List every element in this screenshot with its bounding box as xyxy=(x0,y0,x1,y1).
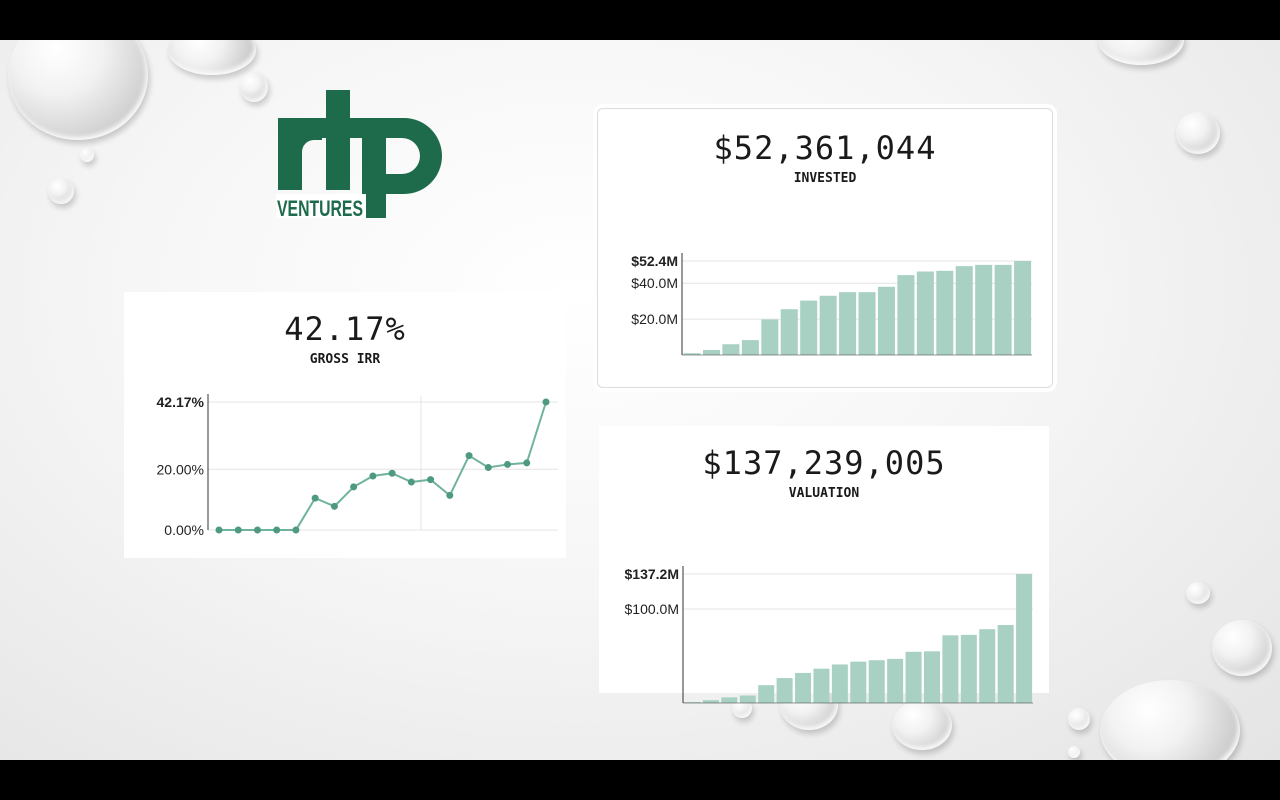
data-point xyxy=(273,526,281,534)
data-point xyxy=(523,459,531,467)
y-tick-label: 42.17% xyxy=(157,394,205,410)
valuation-chart: $100.0M $137.2M xyxy=(625,566,1033,704)
water-drop xyxy=(8,40,148,140)
data-point xyxy=(330,502,338,510)
y-tick-label: 0.00% xyxy=(164,522,204,538)
data-point xyxy=(542,398,550,406)
bar xyxy=(684,702,701,703)
bar xyxy=(997,624,1014,703)
water-drop xyxy=(240,72,268,102)
water-drop xyxy=(48,178,74,204)
bar xyxy=(758,685,775,703)
bar xyxy=(761,319,779,355)
bar xyxy=(739,695,756,703)
irr-series-line xyxy=(219,401,547,531)
bar xyxy=(702,700,719,703)
bar xyxy=(795,672,812,703)
rtp-ventures-logo: VENTURES xyxy=(276,90,442,221)
bar xyxy=(858,292,876,355)
bar xyxy=(776,678,793,703)
invested-label: INVESTED xyxy=(793,171,857,186)
bar xyxy=(850,661,867,703)
water-drop xyxy=(1212,620,1272,676)
bar xyxy=(741,340,759,355)
bar xyxy=(702,349,720,355)
valuation-label: VALUATION xyxy=(788,486,860,501)
bar xyxy=(979,629,996,703)
water-drop xyxy=(892,700,952,750)
bar xyxy=(831,664,848,703)
data-point xyxy=(427,476,435,484)
gross-irr-chart: 0.00% 20.00% 42.17% xyxy=(157,394,558,538)
bar xyxy=(994,264,1012,355)
data-point xyxy=(407,478,415,486)
bar xyxy=(923,651,940,703)
bar xyxy=(721,697,738,703)
bar xyxy=(936,270,954,355)
water-drop xyxy=(1100,680,1240,760)
invested-chart: $20.0M $40.0M $52.4M xyxy=(631,253,1032,356)
bar xyxy=(813,668,830,703)
bar xyxy=(1014,261,1032,355)
data-point xyxy=(311,494,319,502)
bar xyxy=(887,658,904,703)
bar xyxy=(1016,574,1033,703)
bar xyxy=(897,275,915,355)
data-point xyxy=(369,472,377,480)
water-drop xyxy=(1068,746,1080,758)
valuation-card: $137,239,005 VALUATION $100.0M $137.2M xyxy=(599,426,1049,704)
bar xyxy=(800,300,818,355)
invested-card: $52,361,044 INVESTED $20.0M $40.0M $52.4M xyxy=(597,108,1053,388)
water-drop xyxy=(80,148,94,162)
data-point xyxy=(504,460,512,468)
data-point xyxy=(350,483,358,491)
water-drop xyxy=(1098,40,1184,65)
gross-irr-card: 42.17% GROSS IRR 0.00% 20.00% 42.17% xyxy=(124,292,566,558)
bar xyxy=(819,295,837,355)
data-point xyxy=(253,526,261,534)
bar xyxy=(683,353,701,355)
gross-irr-headline: 42.17% xyxy=(284,310,406,348)
logo-ventures-text: VENTURES xyxy=(277,196,363,221)
bar xyxy=(905,651,922,703)
y-tick-label: $52.4M xyxy=(631,253,678,269)
valuation-headline: $137,239,005 xyxy=(702,444,946,482)
data-point xyxy=(465,452,473,460)
y-tick-label: $20.0M xyxy=(631,311,678,327)
y-tick-label: 20.00% xyxy=(157,461,204,477)
water-drop xyxy=(168,40,256,75)
bar xyxy=(955,266,973,355)
data-point xyxy=(292,526,300,534)
bar xyxy=(868,660,885,703)
bar xyxy=(839,292,857,355)
bar xyxy=(780,309,798,355)
gross-irr-label: GROSS IRR xyxy=(309,352,381,367)
data-point xyxy=(484,463,492,471)
bar xyxy=(942,635,959,703)
data-point xyxy=(446,491,454,499)
bar xyxy=(975,264,993,355)
data-point xyxy=(215,526,223,534)
y-tick-label: $40.0M xyxy=(631,275,678,291)
bar xyxy=(960,634,977,703)
y-tick-label: $100.0M xyxy=(625,601,679,617)
bar xyxy=(722,344,740,355)
slide: VENTURES 42.17% GROSS IRR 0.00% 20.00% 42.… xyxy=(0,40,1280,760)
bar xyxy=(916,271,934,355)
data-point xyxy=(388,469,396,477)
water-drop xyxy=(1186,582,1210,604)
bar xyxy=(877,286,895,355)
y-tick-label: $137.2M xyxy=(625,566,679,582)
water-drop xyxy=(1176,112,1220,154)
data-point xyxy=(234,526,242,534)
invested-headline: $52,361,044 xyxy=(713,129,937,167)
water-drop xyxy=(1068,708,1090,730)
